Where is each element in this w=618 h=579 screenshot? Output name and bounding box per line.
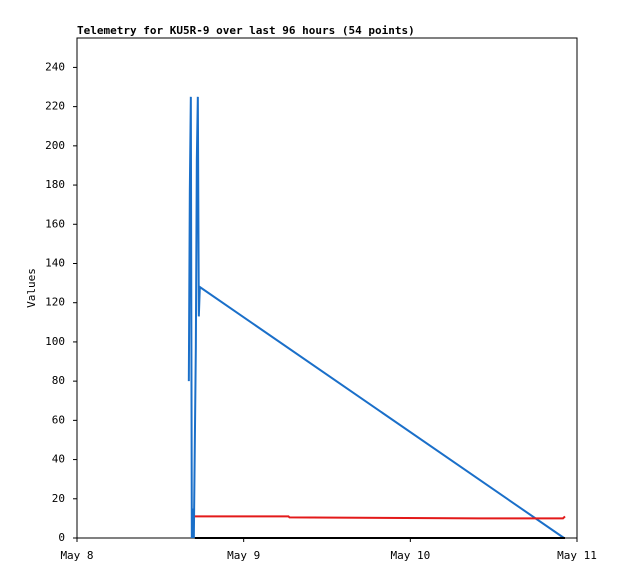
y-tick-label: 40: [52, 453, 65, 466]
y-tick-label: 80: [52, 374, 65, 387]
y-tick-label: 220: [45, 100, 65, 113]
x-tick-label: May 10: [390, 549, 430, 562]
y-tick-label: 60: [52, 413, 65, 426]
y-tick-label: 0: [58, 531, 65, 544]
y-tick-label: 100: [45, 335, 65, 348]
y-tick-label: 20: [52, 492, 65, 505]
y-tick-label: 200: [45, 139, 65, 152]
chart-title: Telemetry for KU5R-9 over last 96 hours …: [77, 24, 415, 37]
series-line: [194, 515, 566, 520]
plot-frame: [76, 37, 578, 539]
x-tick-label: May 8: [60, 549, 93, 562]
y-tick-label: 140: [45, 256, 65, 269]
x-tick-label: May 9: [227, 549, 260, 562]
y-axis-label: Values: [25, 268, 38, 308]
x-tick-label: May 11: [557, 549, 597, 562]
y-tick-label: 240: [45, 60, 65, 73]
y-tick-label: 120: [45, 296, 65, 309]
series-line: [187, 96, 565, 539]
y-tick-label: 160: [45, 217, 65, 230]
y-tick-label: 180: [45, 178, 65, 191]
